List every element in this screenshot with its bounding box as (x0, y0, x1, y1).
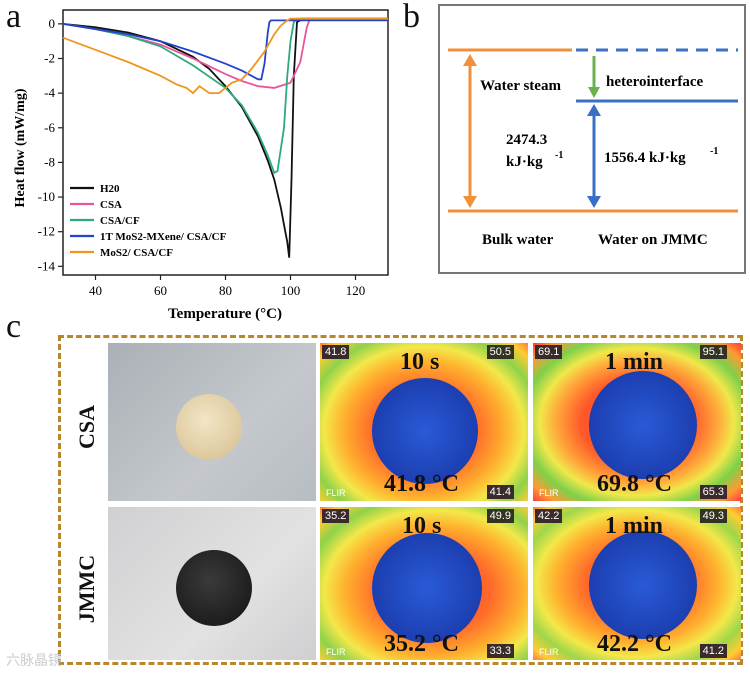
dsc-chart: 40 60 80 100 120 0 -2 -4 -6 -8 -10 -12 -14 H20 CSA CSA/… (13, 9, 389, 322)
x-tick-label: 80 (219, 283, 232, 298)
x-tick-label: 120 (346, 283, 366, 298)
sample-disc (372, 378, 478, 484)
time-label: 1 min (605, 513, 664, 539)
left-enthalpy-value: 2474.3 (506, 132, 547, 148)
heterointerface-label: heterointerface (606, 74, 704, 90)
flir-logo: FLIR (539, 488, 559, 498)
x-tick-label: 40 (89, 283, 102, 298)
tag-max: 95.1 (699, 345, 727, 359)
temp-label: 35.2 °C (384, 631, 459, 657)
legend-label: MoS2/ CSA/CF (100, 247, 173, 259)
jmmc-sample-photo (108, 507, 316, 660)
tag-max: 50.5 (486, 345, 514, 359)
bulk-water-label: Bulk water (482, 232, 554, 248)
left-enthalpy-unit: kJ·kg (506, 154, 543, 170)
legend-label: CSA (100, 199, 122, 211)
temp-label: 41.8 °C (384, 471, 459, 497)
tag-min: 69.1 (535, 345, 563, 359)
green-arrow-head (588, 87, 600, 98)
watermark: 六脉晶镜 (6, 653, 62, 669)
y-tick-label: -14 (38, 258, 56, 273)
tag-min: 35.2 (322, 509, 350, 523)
tag-max: 49.3 (699, 509, 727, 523)
csa-disc (176, 394, 242, 460)
time-label: 10 s (400, 349, 440, 375)
thermal-jmmc-10s: 35.2 49.9 33.3 FLIR 10 s 35.2 °C (320, 507, 528, 660)
panel-letter-a: a (6, 0, 22, 35)
x-tick-label: 60 (154, 283, 167, 298)
energy-diagram: Water steam heterointerface 2474.3 kJ·kg… (438, 4, 746, 274)
water-steam-label: Water steam (480, 78, 561, 94)
jmmc-disc (176, 550, 252, 626)
sample-disc (372, 533, 482, 643)
flir-logo: FLIR (326, 647, 346, 657)
y-axis-label: Heat flow (mW/mg) (13, 88, 28, 207)
series-line (62, 17, 388, 175)
right-enthalpy-exponent: -1 (710, 146, 718, 157)
scale-low: 41.2 (699, 644, 727, 658)
legend-label: H20 (100, 183, 120, 195)
tag-min: 41.8 (322, 345, 350, 359)
y-tick-label: -8 (44, 154, 55, 169)
temp-label: 42.2 °C (597, 631, 672, 657)
time-label: 1 min (605, 349, 664, 375)
thermal-jmmc-1min: 42.2 49.3 41.2 FLIR 1 min 42.2 °C (533, 507, 741, 660)
left-enthalpy-exponent: -1 (555, 150, 563, 161)
row-label-jmmc: JMMC (74, 554, 99, 624)
scale-low: 33.3 (486, 644, 514, 658)
tag-min: 42.2 (535, 509, 563, 523)
scale-low: 65.3 (699, 485, 727, 499)
row-label-csa: CSA (74, 405, 99, 450)
legend-label: CSA/CF (100, 215, 140, 227)
panel-letter-b: b (403, 0, 420, 35)
x-tick-label: 100 (281, 283, 301, 298)
thermal-csa-1min: 69.1 95.1 65.3 FLIR 1 min 69.8 °C (533, 343, 741, 501)
y-tick-label: -2 (44, 50, 55, 65)
temp-label: 69.8 °C (597, 471, 672, 497)
y-tick-label: -4 (44, 85, 55, 100)
panel-c-frame (58, 335, 743, 665)
water-on-jmmc-label: Water on JMMC (598, 232, 708, 248)
scale-low: 41.4 (486, 485, 514, 499)
sample-disc (589, 531, 697, 639)
thermal-csa-10s: 41.8 50.5 41.4 FLIR 10 s 41.8 °C (320, 343, 528, 501)
y-tick-label: -6 (44, 120, 55, 135)
y-tick-label: -10 (38, 189, 55, 204)
blue-arrow-head-down (587, 196, 601, 208)
y-tick-label: 0 (49, 16, 56, 31)
panel-letter-c: c (6, 308, 22, 345)
right-enthalpy-value: 1556.4 kJ·kg (604, 150, 686, 166)
series-line (62, 17, 388, 258)
sample-disc (589, 371, 697, 479)
orange-arrow-head-down (463, 196, 477, 208)
y-tick-label: -12 (38, 224, 55, 239)
tag-max: 49.9 (486, 509, 514, 523)
blue-arrow-head-up (587, 104, 601, 116)
flir-logo: FLIR (326, 488, 346, 498)
series-line (62, 19, 388, 81)
csa-sample-photo (108, 343, 316, 501)
x-axis-label: Temperature (°C) (168, 306, 282, 322)
legend-label: 1T MoS2-MXene/ CSA/CF (100, 231, 227, 243)
series-line (62, 17, 388, 95)
flir-logo: FLIR (539, 647, 559, 657)
time-label: 10 s (402, 513, 442, 539)
orange-arrow-head-up (463, 54, 477, 66)
